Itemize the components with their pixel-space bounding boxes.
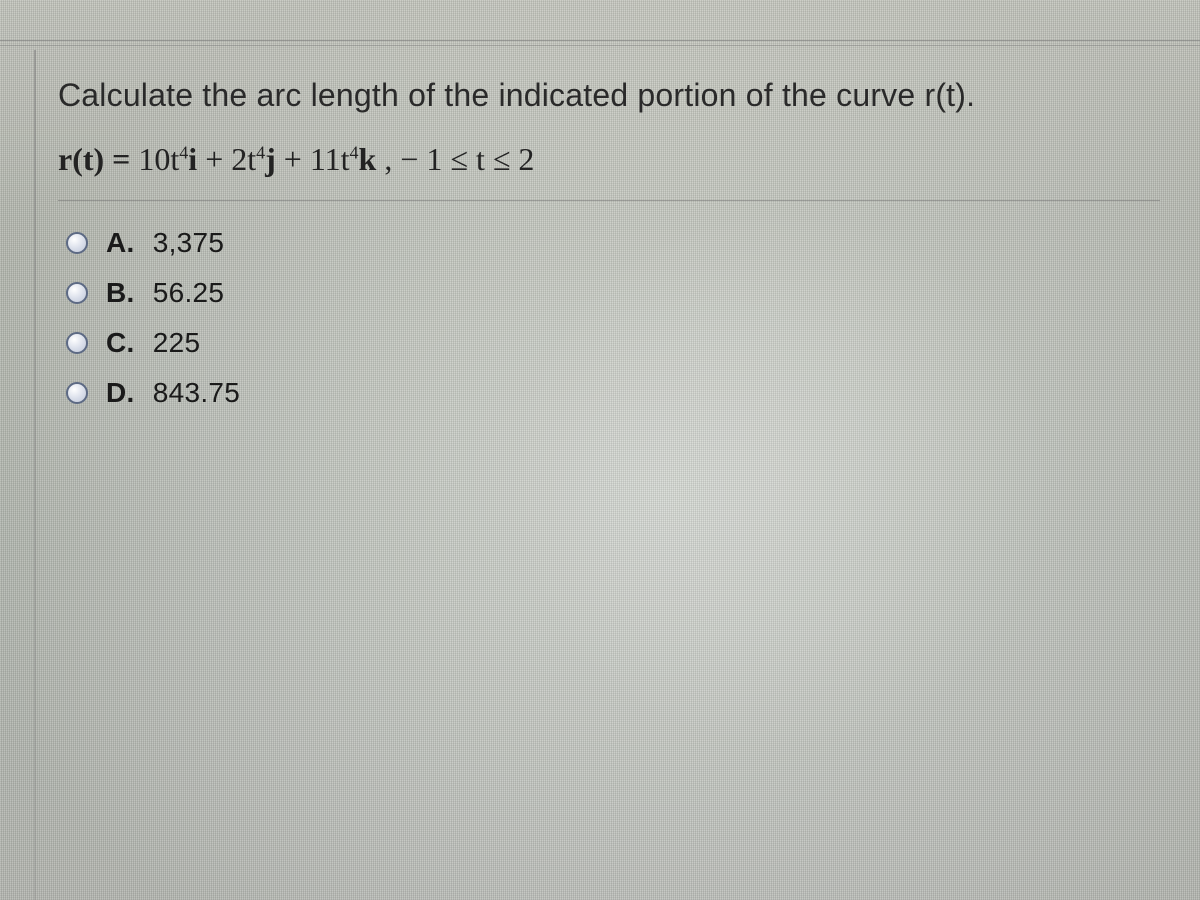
plus-2: +: [284, 141, 310, 177]
choice-text: C. 225: [106, 327, 200, 359]
section-divider: [58, 200, 1160, 201]
choice-value: 56.25: [153, 277, 225, 308]
radio-icon[interactable]: [66, 332, 88, 354]
term3-exp: 4: [350, 143, 359, 163]
answer-choices: A. 3,375 B. 56.25 C. 225 D. 843.75: [66, 227, 1160, 409]
radio-icon[interactable]: [66, 232, 88, 254]
unit-i: i: [188, 141, 197, 177]
choice-text: B. 56.25: [106, 277, 224, 309]
formula-domain: − 1 ≤ t ≤ 2: [400, 141, 534, 177]
unit-j: j: [265, 141, 276, 177]
radio-icon[interactable]: [66, 382, 88, 404]
term1-coef: 10t: [138, 141, 179, 177]
choice-d[interactable]: D. 843.75: [66, 377, 1160, 409]
question-prompt: Calculate the arc length of the indicate…: [58, 74, 1160, 117]
choice-label: C.: [106, 327, 135, 358]
term3-coef: 11t: [310, 141, 350, 177]
choice-c[interactable]: C. 225: [66, 327, 1160, 359]
unit-k: k: [359, 141, 377, 177]
choice-value: 3,375: [153, 227, 225, 258]
question-card: Calculate the arc length of the indicate…: [58, 74, 1160, 860]
choice-a[interactable]: A. 3,375: [66, 227, 1160, 259]
choice-value: 225: [153, 327, 201, 358]
formula-lhs: r(t) =: [58, 141, 138, 177]
choice-label: A.: [106, 227, 135, 258]
choice-label: D.: [106, 377, 135, 408]
choice-value: 843.75: [153, 377, 240, 408]
term1-exp: 4: [179, 143, 188, 163]
formula-comma: ,: [384, 141, 400, 177]
left-margin-rule: [34, 50, 36, 900]
plus-1: +: [205, 141, 231, 177]
choice-text: A. 3,375: [106, 227, 224, 259]
choice-label: B.: [106, 277, 135, 308]
radio-icon[interactable]: [66, 282, 88, 304]
question-formula: r(t) = 10t4i + 2t4j + 11t4k , − 1 ≤ t ≤ …: [58, 141, 1160, 178]
term2-coef: 2t: [231, 141, 256, 177]
choice-b[interactable]: B. 56.25: [66, 277, 1160, 309]
choice-text: D. 843.75: [106, 377, 240, 409]
term2-exp: 4: [256, 143, 265, 163]
page-rule-lines: [0, 40, 1200, 46]
